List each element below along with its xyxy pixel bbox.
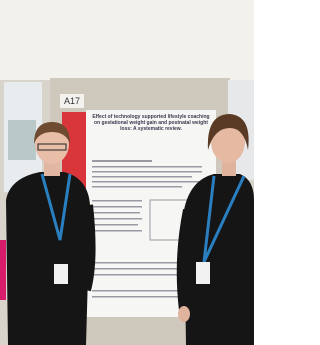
poster-title: Effect of technology supported lifestyle… <box>90 114 212 132</box>
pink-banner <box>0 240 6 300</box>
booth-label: A17 <box>60 94 84 108</box>
photo-scene <box>0 0 254 345</box>
left-poster <box>8 120 36 160</box>
photo: A17 Effect of technology supported lifes… <box>0 0 254 345</box>
wall <box>0 0 254 80</box>
